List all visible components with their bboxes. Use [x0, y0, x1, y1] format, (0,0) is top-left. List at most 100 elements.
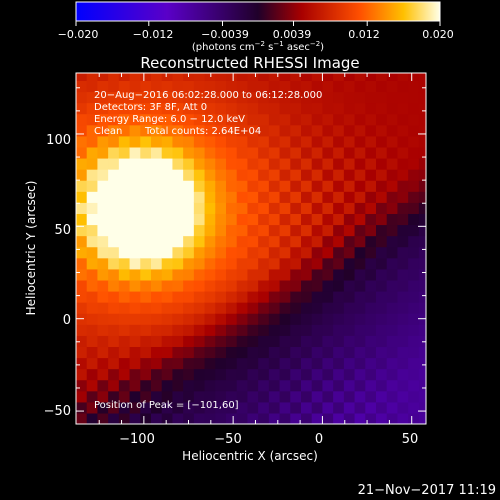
heatmap-cell [386, 224, 399, 237]
heatmap-cell [236, 390, 249, 403]
heatmap-cell [236, 235, 249, 248]
heatmap-cell [258, 324, 270, 336]
heatmap-cell [97, 412, 109, 424]
heatmap-cell [290, 324, 302, 336]
heatmap-cell [311, 124, 324, 137]
heatmap-cell [108, 135, 120, 148]
heatmap-cell [236, 169, 249, 181]
heatmap-cell [161, 335, 174, 348]
heatmap-cell [129, 290, 141, 303]
heatmap-cell [376, 357, 388, 370]
heatmap-cell [118, 202, 131, 214]
heatmap-cell [322, 224, 334, 237]
heatmap-cell [247, 335, 259, 348]
heatmap-cell [97, 235, 109, 248]
heatmap-cell [183, 157, 195, 170]
heatmap-cell [118, 91, 131, 104]
heatmap-cell [129, 390, 141, 403]
heatmap-cell [418, 379, 426, 392]
heatmap-cell [279, 146, 291, 159]
heatmap-cell [151, 302, 163, 314]
heatmap-cell [279, 368, 291, 381]
heatmap-cell [418, 224, 426, 237]
heatmap-cell [322, 290, 334, 303]
heatmap-cell [279, 191, 291, 203]
heatmap-cell [258, 135, 270, 148]
heatmap-cell [86, 124, 99, 137]
heatmap-cell [386, 357, 399, 370]
heatmap-cell [183, 135, 195, 148]
heatmap-cell [279, 279, 291, 292]
heatmap-cell [354, 379, 366, 392]
heatmap-cell [97, 202, 109, 214]
heatmap-cell [290, 124, 302, 137]
heatmap-cell [215, 401, 227, 414]
x-tick-label: −100 [119, 432, 155, 447]
heatmap-cell [290, 368, 302, 381]
heatmap-cell [118, 191, 131, 203]
heatmap-cell [343, 113, 356, 126]
heatmap-cell [408, 169, 420, 181]
heatmap-cell [226, 124, 238, 137]
heatmap-cell [418, 290, 426, 303]
heatmap-cell [108, 302, 120, 314]
heatmap-cell [86, 91, 99, 104]
heatmap-cell [118, 257, 131, 270]
heatmap-cell [333, 368, 345, 381]
heatmap-cell [76, 235, 88, 248]
heatmap-cell [247, 412, 259, 424]
heatmap-cell [236, 213, 249, 226]
heatmap-cell [161, 257, 174, 270]
heatmap-cell [343, 224, 356, 237]
heatmap-cell [108, 290, 120, 303]
heatmap-cell [76, 191, 88, 203]
heatmap-cell [333, 135, 345, 148]
heatmap-cell [193, 302, 206, 314]
heatmap-cell [183, 146, 195, 159]
heatmap-cell [97, 169, 109, 181]
heatmap-cell [140, 401, 152, 414]
heatmap-cell [183, 368, 195, 381]
heatmap-cell [322, 246, 334, 259]
heatmap-cell [140, 91, 152, 104]
heatmap-cell [118, 357, 131, 370]
heatmap-cell [418, 91, 426, 104]
heatmap-cell [76, 73, 88, 81]
heatmap-cell [172, 257, 184, 270]
heatmap-cell [397, 169, 409, 181]
heatmap-cell [151, 124, 163, 137]
heatmap-cell [279, 246, 291, 259]
heatmap-cell [129, 401, 141, 414]
heatmap-cell [76, 368, 88, 381]
heatmap-cell [354, 180, 366, 192]
heatmap-cell [343, 91, 356, 104]
heatmap-cell [268, 235, 281, 248]
heatmap-cell [258, 412, 270, 424]
heatmap-cell [343, 191, 356, 203]
heatmap-cell [290, 401, 302, 414]
heatmap-cell [247, 390, 259, 403]
heatmap-cell [151, 235, 163, 248]
heatmap-cell [86, 401, 99, 414]
heatmap-cell [397, 268, 409, 281]
heatmap-cell [140, 191, 152, 203]
heatmap-cell [151, 357, 163, 370]
heatmap-cell [108, 357, 120, 370]
heatmap-cell [76, 169, 88, 181]
heatmap-cell [408, 102, 420, 115]
heatmap-cell [397, 302, 409, 314]
heatmap-cell [236, 290, 249, 303]
heatmap-cell [97, 401, 109, 414]
heatmap-cell [129, 268, 141, 281]
heatmap-cell [268, 412, 281, 424]
heatmap-cell [365, 135, 377, 148]
heatmap-cell [118, 290, 131, 303]
heatmap-cell [290, 191, 302, 203]
heatmap-cell [311, 279, 324, 292]
heatmap-cell [279, 268, 291, 281]
heatmap-cell [311, 169, 324, 181]
heatmap-cell [343, 302, 356, 314]
heatmap-cell [386, 401, 399, 414]
heatmap-cell [333, 146, 345, 159]
heatmap-cell [193, 124, 206, 137]
